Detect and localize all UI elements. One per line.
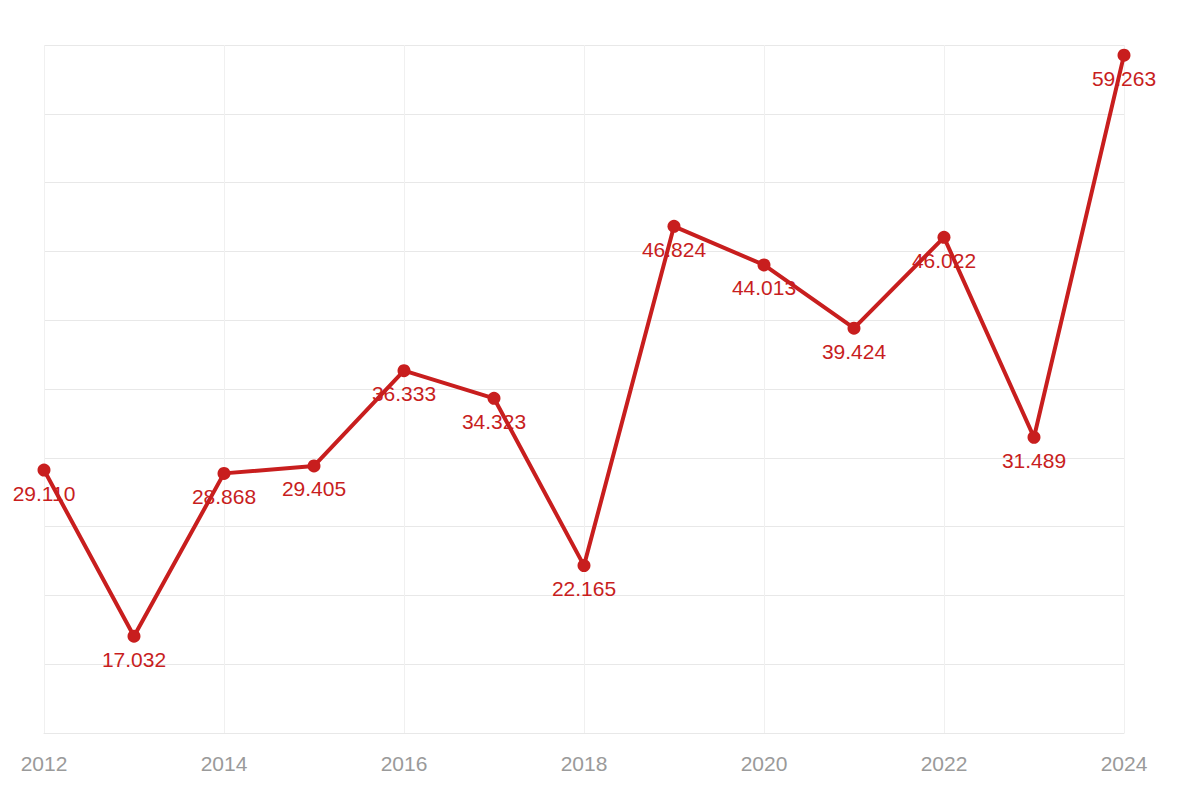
svg-text:17.032: 17.032 [102, 648, 166, 671]
svg-text:46.022: 46.022 [912, 249, 976, 272]
svg-text:2016: 2016 [381, 752, 428, 775]
svg-text:2022: 2022 [921, 752, 968, 775]
svg-text:29.405: 29.405 [282, 477, 346, 500]
svg-text:2020: 2020 [741, 752, 788, 775]
svg-text:22.165: 22.165 [552, 577, 616, 600]
svg-text:59.263: 59.263 [1092, 67, 1156, 90]
svg-text:39.424: 39.424 [822, 340, 887, 363]
svg-text:2024: 2024 [1101, 752, 1148, 775]
svg-text:44.013: 44.013 [732, 276, 796, 299]
svg-text:34.323: 34.323 [462, 410, 526, 433]
svg-text:31.489: 31.489 [1002, 449, 1066, 472]
svg-text:2018: 2018 [561, 752, 608, 775]
svg-text:29.110: 29.110 [13, 482, 76, 505]
svg-text:2012: 2012 [21, 752, 68, 775]
svg-text:46.824: 46.824 [642, 238, 707, 261]
svg-text:36.333: 36.333 [372, 382, 436, 405]
svg-text:28.868: 28.868 [192, 485, 256, 508]
svg-text:2014: 2014 [201, 752, 248, 775]
